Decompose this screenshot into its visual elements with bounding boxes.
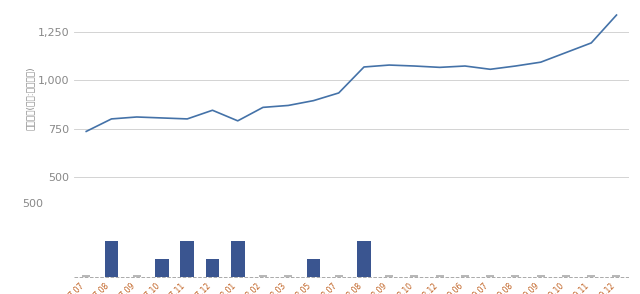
Bar <box>231 241 244 278</box>
Bar <box>307 259 321 278</box>
Bar <box>357 241 371 278</box>
Text: 500: 500 <box>22 199 44 209</box>
Y-axis label: 거래금액(단위:일백만원): 거래금액(단위:일백만원) <box>26 66 35 130</box>
Bar <box>180 241 194 278</box>
Bar <box>205 259 220 278</box>
Bar <box>104 241 118 278</box>
Bar <box>155 259 169 278</box>
